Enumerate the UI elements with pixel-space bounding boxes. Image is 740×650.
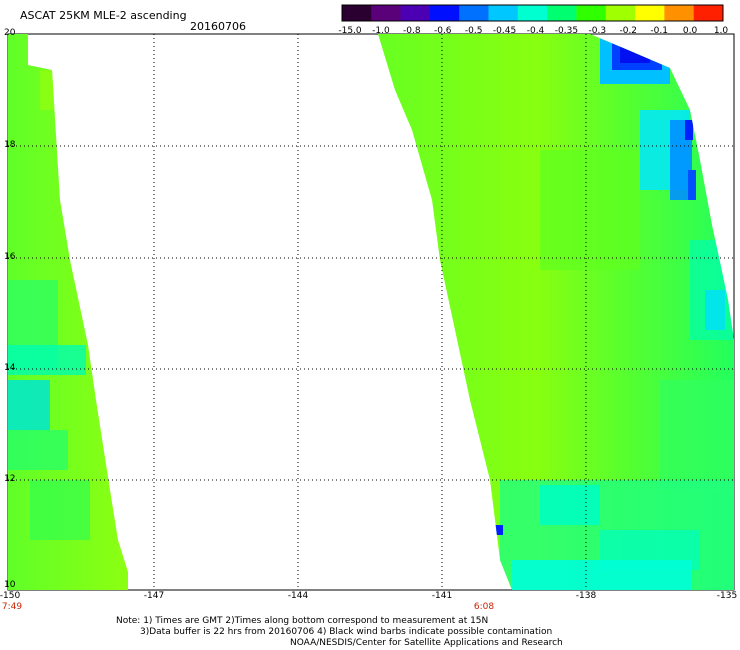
- y-label-12: 12: [4, 474, 16, 484]
- colorbar-swatch: [693, 5, 724, 21]
- colorbar-label: -0.45: [492, 26, 517, 36]
- map-date: 20160706: [190, 20, 246, 33]
- colorbar-label: -0.1: [650, 26, 668, 36]
- colorbar-swatch: [605, 5, 636, 21]
- colorbar-swatch: [635, 5, 665, 21]
- colorbar-label: -1.0: [372, 26, 390, 36]
- colorbar-swatch: [459, 5, 489, 21]
- colorbar-label: -0.3: [588, 26, 607, 36]
- note-line-3: NOAA/NESDIS/Center for Satellite Applica…: [290, 638, 563, 648]
- x-label-150: -150: [0, 591, 21, 601]
- x-label-144: -144: [287, 591, 309, 601]
- left-swath: [8, 34, 128, 590]
- colorbar-label: -0.6: [433, 26, 452, 36]
- time-label-left: 7:49: [1, 602, 23, 612]
- gridlines: [8, 34, 734, 590]
- colorbar-label: -15.0: [338, 26, 362, 36]
- x-label-141: -141: [431, 591, 453, 601]
- colorbar-swatch: [400, 5, 431, 21]
- y-label-10: 10: [4, 580, 16, 590]
- note-line-1: Note: 1) Times are GMT 2)Times along bot…: [116, 616, 489, 626]
- y-label-14: 14: [4, 363, 16, 373]
- colorbar-label: -0.2: [619, 26, 638, 36]
- colorbar-swatch: [488, 5, 519, 21]
- colorbar-label: -0.35: [554, 26, 579, 36]
- colorbar-label: 0.0: [682, 26, 698, 36]
- y-label-16: 16: [4, 252, 16, 262]
- colorbar-label: -0.8: [403, 26, 421, 36]
- y-label-18: 18: [4, 140, 16, 150]
- right-swath: [378, 34, 734, 590]
- colorbar-swatch: [342, 5, 372, 21]
- x-label-138: -138: [575, 591, 597, 601]
- colorbar-swatch: [547, 5, 577, 21]
- x-label-147: -147: [143, 591, 165, 601]
- map-title: ASCAT 25KM MLE-2 ascending: [20, 9, 187, 22]
- colorbar-swatch: [576, 5, 607, 21]
- colorbar-label: -0.5: [464, 26, 483, 36]
- note-line-2: 3)Data buffer is 22 hrs from 20160706 4)…: [140, 627, 553, 637]
- x-label-135: -135: [716, 591, 738, 601]
- colorbar-swatch: [664, 5, 695, 21]
- time-label-right: 6:08: [473, 602, 495, 612]
- colorbar-swatch: [517, 5, 548, 21]
- colorbar-label: 1.0: [713, 26, 729, 36]
- colorbar-frame: [341, 4, 724, 22]
- colorbar-swatch: [371, 5, 402, 21]
- colorbar: [341, 4, 724, 22]
- colorbar-swatch: [429, 5, 460, 21]
- colorbar-label: -0.4: [526, 26, 545, 36]
- y-label-20: 20: [4, 28, 16, 38]
